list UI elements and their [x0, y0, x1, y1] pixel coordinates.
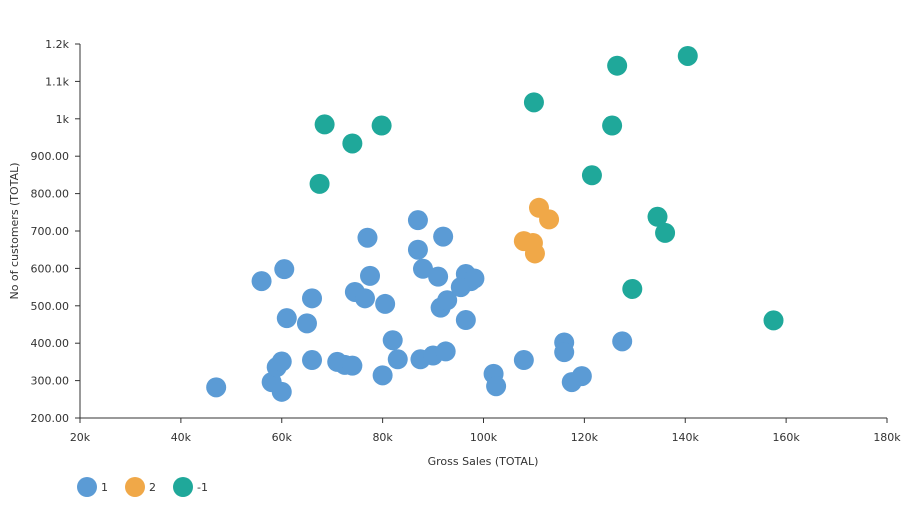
y-tick-label: 600.00 — [31, 262, 70, 275]
data-point-series-1[interactable] — [407, 210, 428, 231]
data-point-series-1[interactable] — [375, 293, 396, 314]
legend-label[interactable]: 1 — [101, 481, 108, 494]
data-point-series-1[interactable] — [387, 349, 408, 370]
data-point-series-1[interactable] — [571, 366, 592, 387]
data-point-series-1[interactable] — [206, 377, 227, 398]
data-point-series-3[interactable] — [523, 92, 544, 113]
data-point-series-1[interactable] — [407, 239, 428, 260]
x-axis-title: Gross Sales (TOTAL) — [428, 455, 539, 468]
y-tick-label: 200.00 — [31, 412, 70, 425]
y-tick-label: 700.00 — [31, 225, 70, 238]
data-point-series-3[interactable] — [371, 115, 392, 136]
data-point-series-3[interactable] — [309, 173, 330, 194]
x-tick-label: 100k — [470, 431, 498, 444]
legend-marker[interactable] — [125, 477, 145, 497]
data-point-series-3[interactable] — [622, 278, 643, 299]
y-tick-label: 300.00 — [31, 375, 70, 388]
data-point-series-1[interactable] — [342, 355, 363, 376]
y-tick-label: 1k — [56, 113, 70, 126]
legend-label[interactable]: 2 — [149, 481, 156, 494]
y-tick-label: 800.00 — [31, 188, 70, 201]
y-tick-label: 900.00 — [31, 150, 70, 163]
data-point-series-1[interactable] — [437, 290, 458, 311]
data-point-series-1[interactable] — [455, 310, 476, 331]
y-axis: 200.00 300.00 400.00 500.00 600.00 700.00 800.… — [31, 38, 81, 425]
y-tick-label: 1.2k — [45, 38, 69, 51]
data-point-series-3[interactable] — [763, 310, 784, 331]
data-point-series-1[interactable] — [612, 331, 633, 352]
data-point-series-2[interactable] — [539, 209, 560, 230]
x-tick-label: 60k — [272, 431, 293, 444]
data-point-series-1[interactable] — [513, 350, 534, 371]
data-point-series-1[interactable] — [372, 365, 393, 386]
data-point-series-1[interactable] — [486, 376, 507, 397]
x-tick-label: 80k — [372, 431, 393, 444]
y-tick-label: 1.1k — [45, 75, 69, 88]
legend-label[interactable]: -1 — [197, 481, 208, 494]
data-point-series-1[interactable] — [302, 350, 323, 371]
data-point-series-1[interactable] — [251, 271, 272, 292]
data-point-series-2[interactable] — [524, 243, 545, 264]
data-point-series-1[interactable] — [554, 342, 575, 363]
data-point-series-3[interactable] — [607, 55, 628, 76]
data-point-series-1[interactable] — [357, 227, 378, 248]
data-point-series-1[interactable] — [271, 351, 292, 372]
data-point-series-3[interactable] — [581, 165, 602, 186]
x-tick-label: 20k — [70, 431, 91, 444]
legend: 1 2 -1 — [77, 477, 208, 497]
data-point-series-3[interactable] — [677, 45, 698, 66]
data-point-series-3[interactable] — [655, 222, 676, 243]
data-point-series-1[interactable] — [296, 313, 317, 334]
data-point-series-1[interactable] — [276, 308, 297, 329]
data-point-series-1[interactable] — [302, 288, 323, 309]
data-point-series-3[interactable] — [602, 115, 623, 136]
data-point-series-1[interactable] — [382, 330, 403, 351]
data-point-series-1[interactable] — [433, 226, 454, 247]
data-point-series-1[interactable] — [274, 259, 295, 280]
data-point-series-1[interactable] — [271, 381, 292, 402]
x-tick-label: 160k — [772, 431, 800, 444]
y-tick-label: 500.00 — [31, 300, 70, 313]
x-axis: 20k 40k 60k 80k 100k 120k 140k 160k 180k — [70, 417, 901, 444]
data-point-series-1[interactable] — [435, 341, 456, 362]
legend-marker[interactable] — [77, 477, 97, 497]
data-point-series-1[interactable] — [354, 288, 375, 309]
y-axis-title: No of customers (TOTAL) — [8, 162, 21, 299]
data-point-series-3[interactable] — [342, 133, 363, 154]
data-point-series-1[interactable] — [360, 265, 381, 286]
y-tick-label: 400.00 — [31, 337, 70, 350]
data-point-series-1[interactable] — [412, 258, 433, 279]
x-tick-label: 120k — [571, 431, 599, 444]
data-points — [206, 45, 784, 402]
data-point-series-3[interactable] — [314, 114, 335, 135]
data-point-series-3[interactable] — [647, 206, 668, 227]
data-point-series-1[interactable] — [464, 268, 485, 289]
x-tick-label: 40k — [171, 431, 192, 444]
x-tick-label: 180k — [873, 431, 901, 444]
data-point-series-1[interactable] — [428, 266, 449, 287]
x-tick-label: 140k — [672, 431, 700, 444]
legend-marker[interactable] — [173, 477, 193, 497]
